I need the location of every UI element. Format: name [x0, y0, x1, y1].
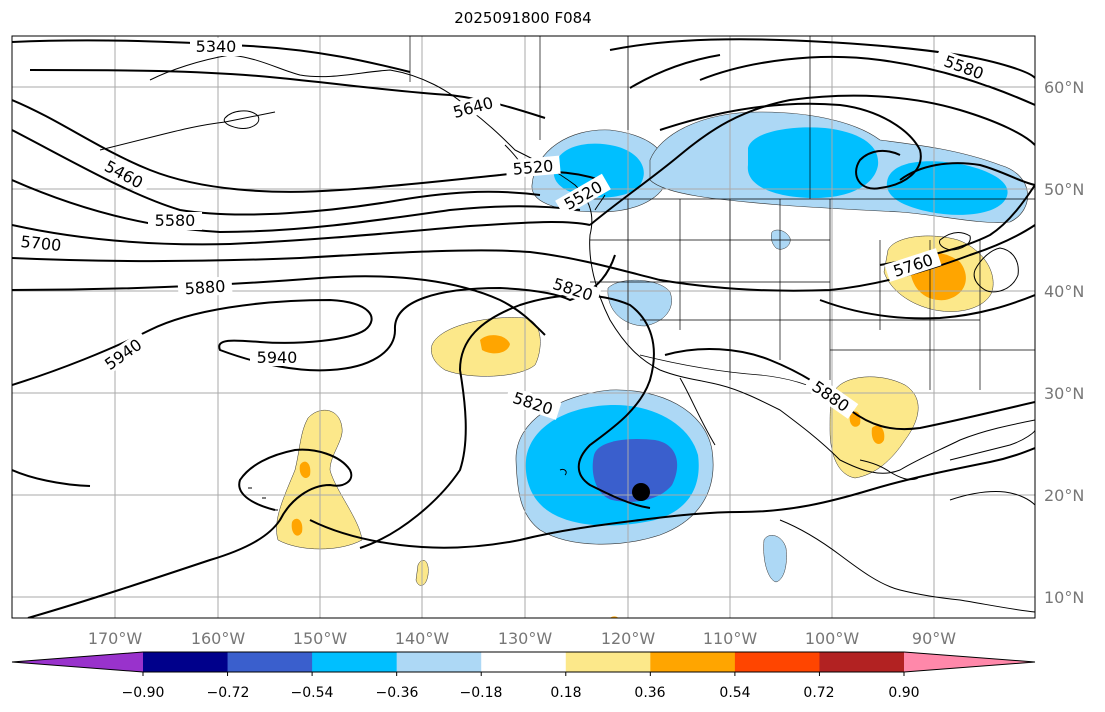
- lat-label: 40°N: [1044, 282, 1084, 301]
- map-area: [12, 36, 1035, 618]
- lat-label: 50°N: [1044, 180, 1084, 199]
- lat-label: 30°N: [1044, 384, 1084, 403]
- map-title: 2025091800 F084: [454, 9, 592, 27]
- colorbar-tick: −0.54: [291, 685, 334, 701]
- contour-label: 5940: [257, 348, 298, 367]
- longitude-labels: 170°W 160°W 150°W 140°W 130°W 120°W 110°…: [88, 629, 956, 648]
- colorbar-tick: 0.36: [634, 685, 665, 701]
- colorbar-bin: [481, 652, 567, 672]
- colorbar-tick: −0.18: [460, 685, 503, 701]
- lon-label: 90°W: [912, 629, 956, 648]
- colorbar: [11, 651, 1036, 676]
- colorbar-bin: [143, 652, 229, 672]
- colorbar-bin: [650, 652, 736, 672]
- colorbar-bin: [312, 652, 398, 672]
- colorbar-tick: −0.72: [207, 685, 250, 701]
- lat-label: 20°N: [1044, 486, 1084, 505]
- colorbar-extend-high: [904, 652, 1035, 672]
- colorbar-bin: [227, 652, 313, 672]
- colorbar-bin: [734, 652, 820, 672]
- lon-label: 140°W: [395, 629, 450, 648]
- colorbar-extend-low: [12, 652, 143, 672]
- colorbar-bin: [396, 652, 482, 672]
- lat-label: 60°N: [1044, 78, 1084, 97]
- lon-label: 170°W: [88, 629, 143, 648]
- contour-label: 5880: [184, 277, 226, 299]
- colorbar-bin: [565, 652, 651, 672]
- colorbar-tick: 0.54: [719, 685, 750, 701]
- typhoon-center-marker: [632, 483, 650, 501]
- coastlines: [99, 54, 1035, 613]
- contour-label: 5700: [20, 232, 62, 255]
- contour-label: 5520: [512, 156, 554, 178]
- colorbar-tick: −0.90: [122, 685, 165, 701]
- contour-label: 5340: [196, 37, 237, 56]
- lon-label: 150°W: [293, 629, 348, 648]
- positive-anomaly-hawaii: [276, 409, 363, 550]
- colorbar-ticks: −0.90 −0.72 −0.54 −0.36 −0.18 0.18 0.36 …: [122, 685, 920, 701]
- colorbar-tick: 0.18: [550, 685, 581, 701]
- contour-label: 5580: [155, 211, 196, 230]
- lon-label: 120°W: [601, 629, 656, 648]
- lon-label: 130°W: [498, 629, 553, 648]
- map-frame: [11, 35, 1036, 619]
- lon-label: 100°W: [805, 629, 860, 648]
- latitude-labels: 60°N 50°N 40°N 30°N 20°N 10°N: [1044, 78, 1084, 607]
- lon-label: 160°W: [191, 629, 246, 648]
- anomaly-shading: [276, 111, 1028, 618]
- colorbar-tick: 0.90: [888, 685, 919, 701]
- colorbar-bin: [819, 652, 905, 672]
- lat-label: 10°N: [1044, 588, 1084, 607]
- colorbar-tick: −0.36: [376, 685, 419, 701]
- lon-label: 110°W: [703, 629, 758, 648]
- colorbar-tick: 0.72: [803, 685, 834, 701]
